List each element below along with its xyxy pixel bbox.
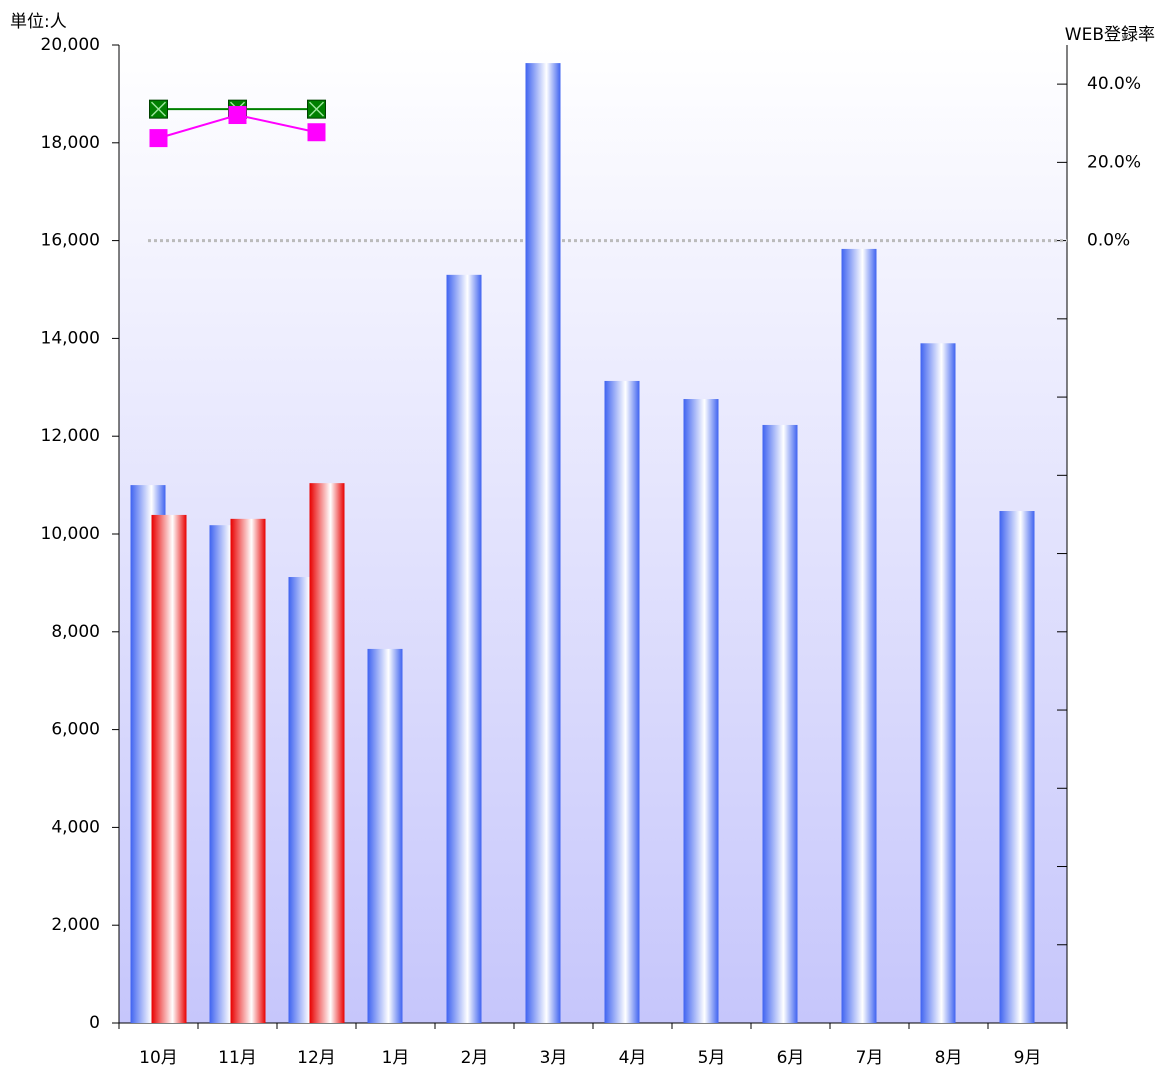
x-tick-label: 8月: [935, 1048, 963, 1068]
x-tick-label: 12月: [297, 1048, 336, 1068]
bar: [841, 248, 877, 1024]
bar: [762, 424, 798, 1023]
plot-background: [119, 45, 1067, 1023]
x-tick-label: 4月: [619, 1048, 647, 1068]
x-tick-label: 2月: [461, 1048, 489, 1068]
y-tick-label: 12,000: [41, 426, 100, 446]
y2-axis-label: WEB登録率: [1065, 25, 1155, 45]
bar: [604, 380, 640, 1023]
y-tick-label: 14,000: [41, 328, 100, 348]
bar: [999, 511, 1035, 1023]
bar: [151, 514, 187, 1023]
marker: [307, 123, 326, 142]
y-tick-label: 10,000: [41, 524, 100, 544]
bar: [309, 483, 345, 1023]
x-tick-label: 9月: [1014, 1048, 1042, 1068]
y-tick-label: 18,000: [41, 133, 100, 153]
y2-tick-label: 40.0%: [1087, 74, 1141, 94]
y-axis-label: 単位:人: [10, 12, 67, 32]
x-tick-label: 6月: [777, 1048, 805, 1068]
x-tick-label: 3月: [540, 1048, 568, 1068]
x-tick-label: 5月: [698, 1048, 726, 1068]
x-tick-label: 11月: [218, 1048, 257, 1068]
y-tick-label: 6,000: [51, 720, 100, 740]
y-tick-label: 0: [89, 1013, 100, 1033]
y-tick-label: 20,000: [41, 35, 100, 55]
y-tick-label: 2,000: [51, 915, 100, 935]
bar: [525, 63, 561, 1023]
bar: [446, 274, 482, 1024]
bar: [683, 399, 719, 1023]
y-tick-label: 4,000: [51, 817, 100, 837]
y-tick-label: 16,000: [41, 231, 100, 251]
x-tick-label: 1月: [382, 1048, 410, 1068]
marker: [149, 129, 168, 148]
bar: [920, 343, 956, 1023]
marker: [228, 106, 247, 125]
y-tick-label: 8,000: [51, 622, 100, 642]
y2-tick-label: 0.0%: [1087, 231, 1130, 251]
bar: [230, 518, 266, 1023]
x-tick-label: 10月: [139, 1048, 178, 1068]
y2-tick-label: 20.0%: [1087, 152, 1141, 172]
x-tick-label: 7月: [856, 1048, 884, 1068]
marker-cross: [150, 101, 167, 117]
marker-cross: [308, 101, 325, 117]
bar: [367, 648, 403, 1023]
